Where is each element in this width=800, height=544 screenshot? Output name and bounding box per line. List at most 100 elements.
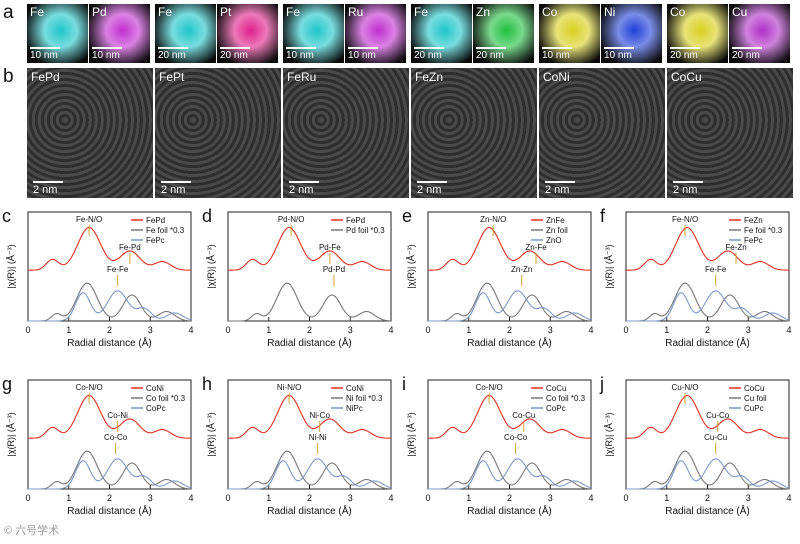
x-tick-label: 2: [705, 325, 710, 335]
annotation-label: Co-Ni: [107, 411, 128, 420]
scale-bar-label: 10 nm: [348, 50, 376, 61]
legend-entry: CoCu: [546, 384, 566, 393]
annotation-label: Co-Co: [104, 433, 128, 442]
x-tick-label: 0: [25, 325, 30, 335]
legend-entry: Co foil *0.3: [546, 394, 586, 403]
scale-bar-label: 20 nm: [414, 50, 442, 61]
series-line-red: [428, 226, 591, 271]
panel-label: c: [2, 206, 11, 226]
series-line-gray: [626, 450, 790, 490]
scale-bar: [476, 47, 506, 49]
tem-image-fezn: FeZn 2 nm: [411, 68, 537, 198]
chart-panel-e: e 0 1 2 3 4 Radial distance (Å) |χ(R)| (Å⁻³) ZnF…: [400, 204, 595, 374]
eds-element-label: Cu: [732, 5, 748, 19]
chart-panel-g: g 0 1 2 3 4 Radial distance (Å) |χ(R)| (Å⁻³) CoN…: [0, 372, 195, 542]
x-tick-label: 3: [746, 493, 751, 503]
x-tick-label: 4: [188, 325, 193, 335]
x-axis-label: Radial distance (Å): [67, 504, 151, 517]
x-tick-label: 2: [507, 325, 512, 335]
series-line-gray: [228, 282, 392, 322]
y-axis-label: |χ(R)| (Å⁻³): [604, 412, 614, 456]
series-line-blue: [626, 290, 790, 322]
scale-bar: [30, 47, 60, 49]
series-line-red: [428, 394, 591, 439]
panel-label: j: [599, 374, 604, 394]
x-tick-label: 1: [66, 325, 71, 335]
eds-map-4: Fe 10 nm: [283, 4, 344, 63]
scale-bar-label: 20 nm: [670, 50, 698, 61]
series-line-gray: [228, 450, 392, 490]
y-axis-label: |χ(R)| (Å⁻³): [6, 412, 16, 456]
x-tick-label: 3: [148, 325, 153, 335]
eds-element-label: Pt: [220, 5, 232, 19]
chart-panel-h: h 0 1 2 3 4 Radial distance (Å) |χ(R)| (Å⁻³) CoN…: [200, 372, 395, 542]
x-tick-label: 1: [664, 493, 669, 503]
legend-entry: Fe foil *0.3: [146, 226, 185, 235]
y-axis-label: |χ(R)| (Å⁻³): [206, 244, 216, 288]
annotation-label: Cu-Cu: [704, 433, 727, 442]
series-line-blue: [28, 458, 192, 490]
series-line-blue: [28, 290, 192, 322]
panel-label-a: a: [3, 2, 14, 23]
chart-svg: g 0 1 2 3 4 Radial distance (Å) |χ(R)| (Å⁻³) CoN…: [2, 374, 194, 517]
scale-bar-label: 10 nm: [604, 50, 632, 61]
chart-panel-c: c 0 1 2 3 4 Radial distance (Å) |χ(R)| (Å⁻³) FeP…: [0, 204, 195, 374]
scale-bar-label: 10 nm: [30, 50, 58, 61]
legend-entry: Cu foil: [744, 394, 767, 403]
series-line-red: [626, 394, 789, 439]
x-tick-label: 0: [25, 493, 30, 503]
annotation-label: Zn-N/O: [480, 215, 506, 224]
x-tick-label: 4: [786, 325, 791, 335]
scale-bar-label: 2 nm: [673, 184, 698, 196]
scale-bar: [348, 47, 378, 49]
chart-svg: i 0 1 2 3 4 Radial distance (Å) |χ(R)| (Å⁻³) CoC…: [402, 374, 594, 517]
legend-entry: CoPc: [546, 404, 566, 413]
scale-bar: [158, 47, 188, 49]
scale-bar-label: 10 nm: [286, 50, 314, 61]
legend-entry: FePc: [146, 236, 165, 245]
x-axis-label: Radial distance (Å): [67, 336, 151, 349]
annotation-label: Fe-Fe: [107, 265, 129, 274]
x-tick-label: 1: [466, 325, 471, 335]
legend-entry: FePc: [744, 236, 763, 245]
legend-entry: NiPc: [346, 404, 363, 413]
tem-image-fept: FePt 2 nm: [155, 68, 281, 198]
annotation-label: Zn-Zn: [511, 265, 532, 274]
eds-map-9: Ni 10 nm: [601, 4, 662, 63]
annotation-label: Pd-Pd: [323, 265, 345, 274]
x-tick-label: 2: [307, 493, 312, 503]
legend-entry: CoNi: [346, 384, 364, 393]
eds-map-1: Pd 10 nm: [89, 4, 150, 63]
panel-label: h: [202, 374, 212, 394]
x-tick-label: 3: [548, 493, 553, 503]
scale-bar-label: 10 nm: [542, 50, 570, 61]
scale-bar: [545, 181, 575, 183]
eds-map-11: Cu 20 nm: [729, 4, 790, 63]
annotation-label: Ni-Co: [309, 411, 330, 420]
tem-sample-label: CoNi: [543, 70, 570, 84]
series-line-red: [28, 394, 191, 439]
y-axis-label: |χ(R)| (Å⁻³): [406, 244, 416, 288]
x-tick-label: 1: [466, 493, 471, 503]
scale-bar: [414, 47, 444, 49]
eds-element-label: Fe: [286, 5, 301, 19]
annotation-label: Fe-N/O: [672, 215, 698, 224]
legend-entry: FePd: [346, 216, 365, 225]
tem-sample-label: FePd: [31, 70, 60, 84]
scale-bar: [92, 47, 122, 49]
panel-label: d: [202, 206, 212, 226]
eds-element-label: Ru: [348, 5, 364, 19]
scale-bar: [604, 47, 634, 49]
series-line-red: [626, 226, 789, 271]
scale-bar: [220, 47, 250, 49]
series-line-gray: [428, 450, 592, 490]
legend-entry: ZnO: [546, 236, 562, 245]
scale-bar-label: 20 nm: [476, 50, 504, 61]
chart-svg: d 0 1 2 3 4 Radial distance (Å) |χ(R)| (Å⁻³) FeP…: [202, 206, 394, 349]
chart-panel-f: f 0 1 2 3 4 Radial distance (Å) |χ(R)| (Å⁻³) FeZ…: [598, 204, 793, 374]
annotation-label: Fe-N/O: [76, 215, 102, 224]
eds-element-label: Zn: [476, 5, 491, 19]
x-tick-label: 3: [148, 493, 153, 503]
x-axis-label: Radial distance (Å): [267, 504, 351, 517]
